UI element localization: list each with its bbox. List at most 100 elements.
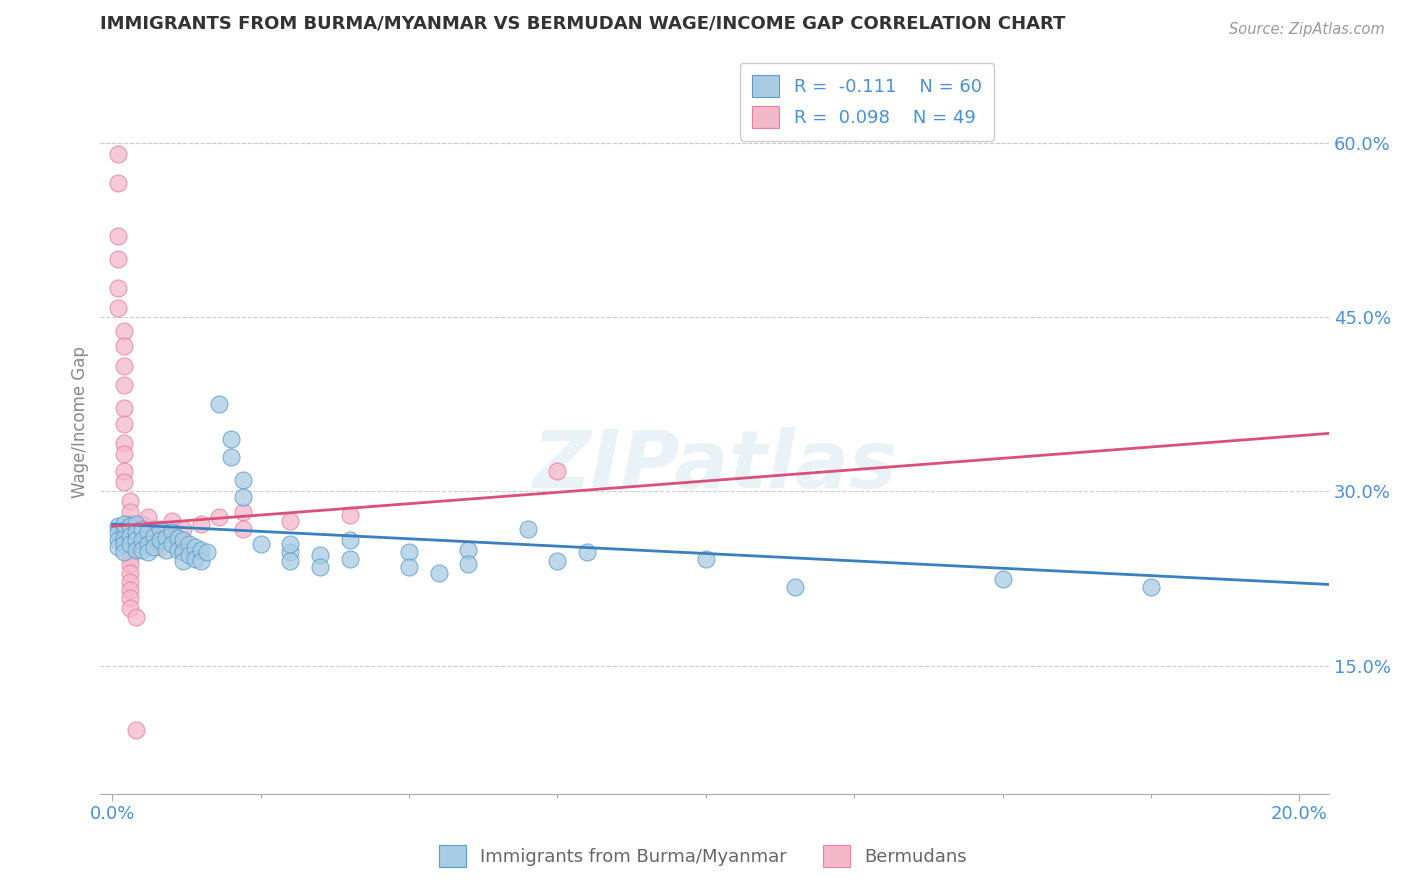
Point <box>172 545 194 559</box>
Point <box>125 525 148 540</box>
Point <box>118 519 141 533</box>
Point <box>112 435 135 450</box>
Point <box>278 554 301 568</box>
Legend: R =  -0.111    N = 60, R =  0.098    N = 49: R = -0.111 N = 60, R = 0.098 N = 49 <box>740 62 994 141</box>
Point <box>125 723 148 737</box>
Point <box>136 537 159 551</box>
Point <box>195 545 218 559</box>
Point <box>546 554 568 568</box>
Point <box>149 533 172 548</box>
Point <box>160 537 183 551</box>
Point <box>172 533 194 548</box>
Point <box>118 583 141 598</box>
Point <box>155 531 177 545</box>
Point <box>160 525 183 540</box>
Point <box>172 537 194 551</box>
Point <box>112 417 135 431</box>
Point <box>142 541 165 555</box>
Point <box>278 545 301 559</box>
Point <box>232 473 254 487</box>
Point <box>190 554 212 568</box>
Point <box>278 514 301 528</box>
Point <box>398 560 420 574</box>
Point <box>190 542 212 557</box>
Point <box>783 580 806 594</box>
Point <box>112 531 135 545</box>
Point <box>112 545 135 559</box>
Point <box>112 522 135 536</box>
Point <box>1140 580 1163 594</box>
Point <box>309 549 332 563</box>
Point <box>112 359 135 373</box>
Point <box>991 572 1014 586</box>
Point <box>278 537 301 551</box>
Point <box>546 464 568 478</box>
Point <box>136 510 159 524</box>
Point <box>107 281 129 295</box>
Point <box>112 516 135 531</box>
Point <box>172 554 194 568</box>
Point <box>142 522 165 536</box>
Point <box>131 533 153 548</box>
Y-axis label: Wage/Income Gap: Wage/Income Gap <box>72 346 89 498</box>
Point <box>172 522 194 536</box>
Point <box>208 510 231 524</box>
Point <box>118 493 141 508</box>
Point <box>131 522 153 536</box>
Point <box>112 377 135 392</box>
Point <box>125 542 148 557</box>
Point <box>219 450 242 464</box>
Point <box>107 541 129 555</box>
Point <box>118 516 141 531</box>
Point <box>190 516 212 531</box>
Point <box>107 525 129 540</box>
Point <box>232 522 254 536</box>
Point <box>309 560 332 574</box>
Point <box>184 541 207 555</box>
Point <box>118 549 141 564</box>
Point <box>339 508 361 522</box>
Point <box>179 549 201 563</box>
Point <box>155 542 177 557</box>
Point <box>125 516 148 531</box>
Point <box>118 537 141 551</box>
Point <box>112 401 135 415</box>
Point <box>118 541 141 555</box>
Point <box>232 505 254 519</box>
Point <box>118 600 141 615</box>
Point <box>125 533 148 548</box>
Point <box>166 542 188 557</box>
Point <box>149 522 172 536</box>
Point <box>131 542 153 557</box>
Point <box>107 228 129 243</box>
Point <box>112 537 135 551</box>
Point <box>179 537 201 551</box>
Point <box>107 147 129 161</box>
Point <box>118 505 141 519</box>
Point <box>142 529 165 543</box>
Point <box>107 301 129 315</box>
Text: ZIPatlas: ZIPatlas <box>533 427 897 506</box>
Point <box>136 525 159 540</box>
Point <box>457 542 479 557</box>
Point <box>125 610 148 624</box>
Point <box>427 566 450 580</box>
Point <box>118 591 141 606</box>
Point <box>219 432 242 446</box>
Point <box>208 397 231 411</box>
Point <box>112 464 135 478</box>
Point <box>118 529 141 543</box>
Point <box>457 557 479 571</box>
Point <box>118 566 141 580</box>
Point <box>112 324 135 338</box>
Point <box>160 514 183 528</box>
Point <box>112 447 135 461</box>
Point <box>339 552 361 566</box>
Point <box>107 533 129 548</box>
Point <box>107 252 129 266</box>
Point <box>136 545 159 559</box>
Point <box>184 552 207 566</box>
Point <box>516 522 538 536</box>
Point <box>112 339 135 353</box>
Point <box>249 537 271 551</box>
